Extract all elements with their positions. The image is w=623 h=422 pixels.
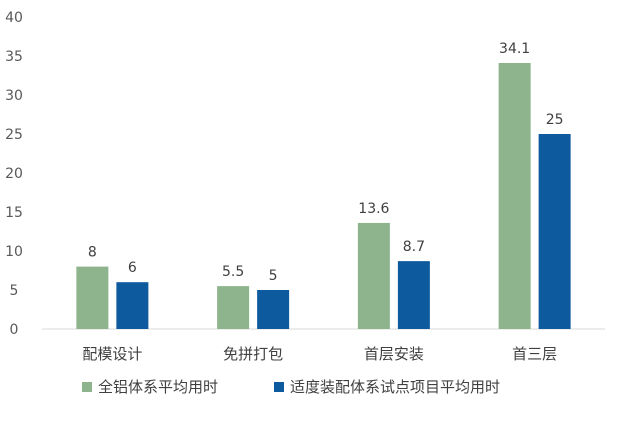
legend-swatch-1: [82, 382, 92, 392]
bar-series-2-1: [116, 282, 149, 329]
data-label: 34.1: [499, 41, 530, 57]
y-axis-tick-labels: 0 5 10 15 20 25 30 35 40: [5, 10, 23, 338]
y-tick-label: 5: [10, 283, 19, 299]
x-category-label: 配模设计: [82, 345, 142, 363]
data-label: 25: [546, 112, 564, 128]
y-tick-label: 40: [5, 10, 23, 26]
bar-series-1-1: [76, 266, 109, 329]
data-label: 5.5: [222, 264, 244, 280]
bar-series-1-4: [498, 63, 531, 330]
bars: [76, 63, 571, 330]
y-tick-label: 0: [10, 322, 19, 338]
bar-series-2-3: [397, 261, 430, 329]
x-category-label: 首三层: [512, 345, 557, 363]
data-label: 8.7: [403, 239, 425, 255]
x-axis-category-labels: 配模设计 免拼打包 首层安装 首三层: [82, 345, 557, 363]
legend: 全铝体系平均用时 适度装配体系试点项目平均用时: [82, 378, 500, 396]
x-category-label: 免拼打包: [223, 345, 283, 363]
bar-series-2-2: [257, 290, 290, 329]
data-labels: 8 6 5.5 5 13.6 8.7 34.1 25: [88, 41, 564, 284]
legend-label-2: 适度装配体系试点项目平均用时: [290, 378, 500, 396]
bar-series-1-2: [217, 286, 250, 329]
y-tick-label: 30: [5, 88, 23, 104]
y-tick-label: 25: [5, 127, 23, 143]
y-tick-label: 20: [5, 166, 23, 182]
bar-series-1-3: [357, 222, 390, 329]
data-label: 6: [128, 260, 137, 276]
data-label: 5: [269, 268, 278, 284]
legend-label-1: 全铝体系平均用时: [98, 378, 218, 396]
bar-series-2-4: [538, 134, 571, 329]
x-category-label: 首层安装: [364, 345, 424, 363]
data-label: 13.6: [358, 201, 389, 217]
data-label: 8: [88, 245, 97, 261]
legend-swatch-2: [274, 382, 284, 392]
y-tick-label: 35: [5, 49, 23, 65]
y-tick-label: 10: [5, 244, 23, 260]
y-tick-label: 15: [5, 205, 23, 221]
